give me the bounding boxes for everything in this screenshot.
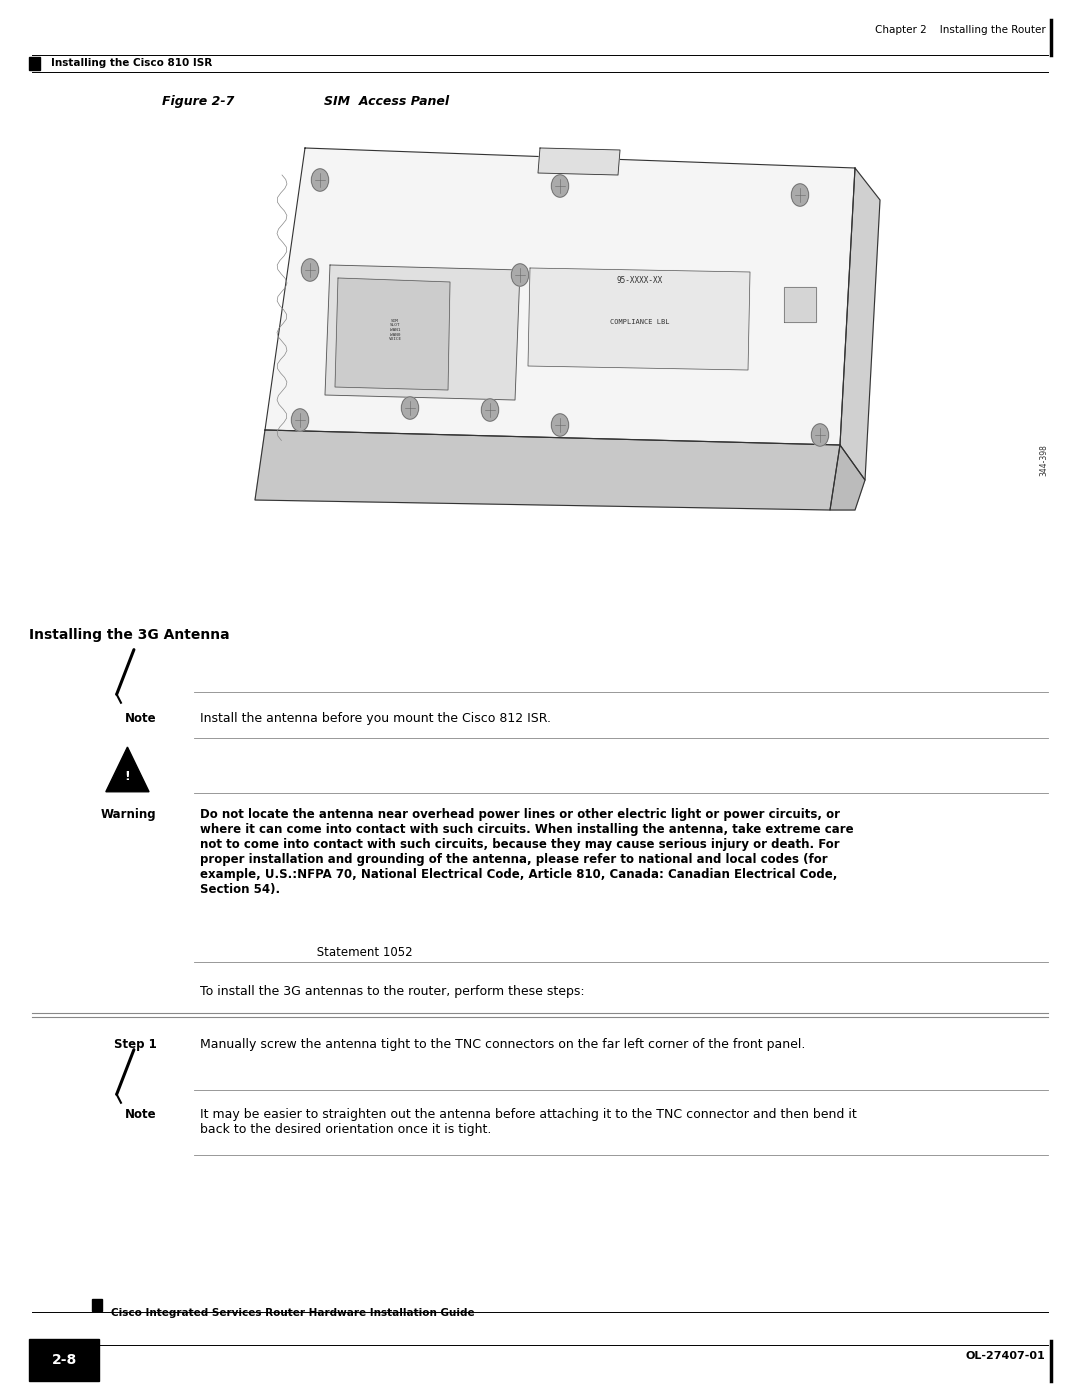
Bar — [784, 286, 816, 321]
Bar — [29, 57, 40, 70]
Bar — [92, 1299, 102, 1310]
Text: Install the antenna before you mount the Cisco 812 ISR.: Install the antenna before you mount the… — [200, 712, 551, 725]
Text: 2-8: 2-8 — [52, 1354, 78, 1368]
Circle shape — [811, 423, 828, 446]
Text: !: ! — [124, 770, 131, 782]
Text: Chapter 2    Installing the Router: Chapter 2 Installing the Router — [875, 25, 1045, 35]
Polygon shape — [265, 148, 855, 446]
Circle shape — [511, 264, 528, 286]
Bar — [29, 1340, 99, 1382]
Text: Step 1: Step 1 — [113, 1038, 157, 1051]
Polygon shape — [528, 268, 750, 370]
Text: It may be easier to straighten out the antenna before attaching it to the TNC co: It may be easier to straighten out the a… — [200, 1108, 856, 1136]
Circle shape — [552, 414, 569, 436]
Polygon shape — [840, 168, 880, 481]
Text: Warning: Warning — [100, 807, 157, 821]
Circle shape — [482, 398, 499, 420]
Text: Do not locate the antenna near overhead power lines or other electric light or p: Do not locate the antenna near overhead … — [200, 807, 853, 895]
Polygon shape — [325, 265, 519, 400]
Text: 344-398: 344-398 — [1039, 444, 1048, 476]
Circle shape — [311, 169, 328, 191]
Text: Cisco Integrated Services Router Hardware Installation Guide: Cisco Integrated Services Router Hardwar… — [111, 1308, 475, 1317]
Text: Installing the Cisco 810 ISR: Installing the Cisco 810 ISR — [51, 59, 212, 68]
Circle shape — [402, 397, 419, 419]
Text: Statement 1052: Statement 1052 — [313, 946, 413, 958]
Text: Note: Note — [125, 1108, 157, 1120]
Text: OL-27407-01: OL-27407-01 — [966, 1351, 1045, 1361]
Circle shape — [552, 175, 569, 197]
Text: 95-XXXX-XX: 95-XXXX-XX — [617, 277, 663, 285]
Text: COMPLIANCE LBL: COMPLIANCE LBL — [610, 319, 670, 326]
Polygon shape — [335, 278, 450, 390]
Polygon shape — [831, 446, 865, 510]
Text: Manually screw the antenna tight to the TNC connectors on the far left corner of: Manually screw the antenna tight to the … — [200, 1038, 806, 1051]
Text: SIM
SLOT
WAN1
WAN0
VOICE: SIM SLOT WAN1 WAN0 VOICE — [389, 319, 402, 341]
Circle shape — [792, 184, 809, 207]
Polygon shape — [106, 747, 149, 792]
Text: Note: Note — [125, 712, 157, 725]
Text: Installing the 3G Antenna: Installing the 3G Antenna — [29, 629, 230, 643]
Polygon shape — [255, 430, 840, 510]
Polygon shape — [538, 148, 620, 175]
Text: SIM  Access Panel: SIM Access Panel — [324, 95, 449, 108]
Circle shape — [301, 258, 319, 281]
Text: Figure 2-7: Figure 2-7 — [162, 95, 234, 108]
Text: To install the 3G antennas to the router, perform these steps:: To install the 3G antennas to the router… — [200, 985, 584, 997]
Circle shape — [292, 409, 309, 432]
